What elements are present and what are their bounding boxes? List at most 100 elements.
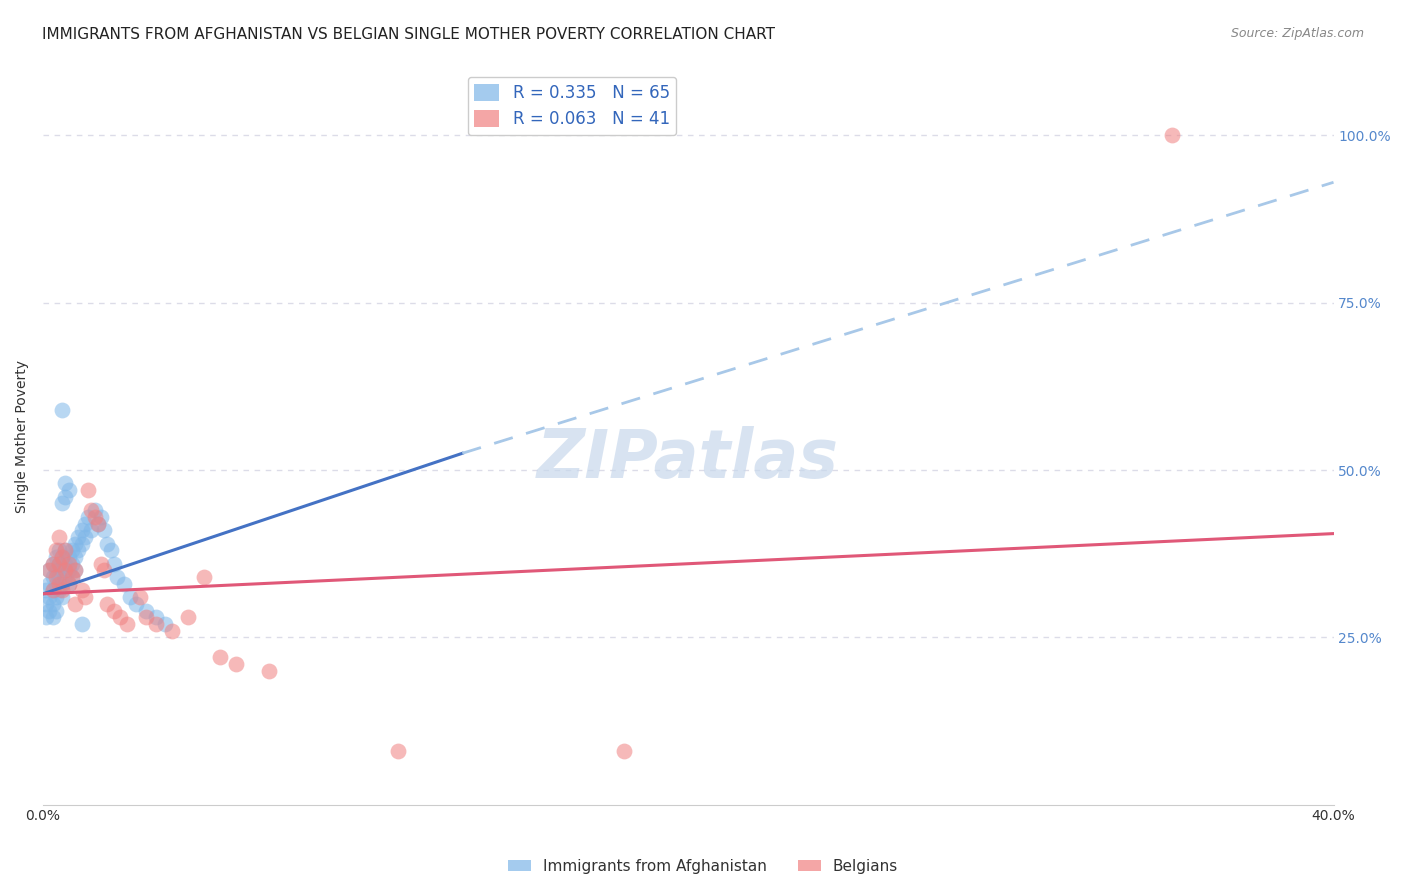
Point — [41, 610, 63, 624]
Point — [209, 650, 232, 665]
Point — [73, 590, 96, 604]
Point — [51, 549, 73, 564]
Point — [35, 583, 58, 598]
Point — [48, 530, 70, 544]
Point — [60, 543, 83, 558]
Point — [613, 744, 636, 758]
Point — [38, 603, 60, 617]
Point — [55, 490, 77, 504]
Point — [70, 536, 93, 550]
Point — [63, 597, 86, 611]
Point — [48, 583, 70, 598]
Point — [48, 543, 70, 558]
Point — [387, 744, 409, 758]
Point — [38, 563, 60, 577]
Point — [51, 563, 73, 577]
Point — [160, 624, 183, 638]
Point — [41, 557, 63, 571]
Point — [103, 557, 125, 571]
Point — [96, 536, 118, 550]
Text: IMMIGRANTS FROM AFGHANISTAN VS BELGIAN SINGLE MOTHER POVERTY CORRELATION CHART: IMMIGRANTS FROM AFGHANISTAN VS BELGIAN S… — [42, 27, 775, 42]
Point — [105, 570, 128, 584]
Point — [67, 530, 90, 544]
Legend: Immigrants from Afghanistan, Belgians: Immigrants from Afghanistan, Belgians — [502, 853, 904, 880]
Point — [1161, 128, 1184, 143]
Point — [48, 576, 70, 591]
Point — [70, 583, 93, 598]
Point — [110, 610, 132, 624]
Point — [48, 570, 70, 584]
Point — [60, 570, 83, 584]
Point — [45, 590, 67, 604]
Point — [135, 610, 157, 624]
Point — [128, 590, 150, 604]
Point — [41, 583, 63, 598]
Point — [70, 523, 93, 537]
Point — [55, 476, 77, 491]
Point — [51, 576, 73, 591]
Point — [100, 543, 122, 558]
Point — [115, 616, 138, 631]
Point — [145, 616, 167, 631]
Point — [38, 590, 60, 604]
Point — [112, 576, 135, 591]
Point — [135, 603, 157, 617]
Point — [38, 563, 60, 577]
Point — [55, 543, 77, 558]
Point — [51, 496, 73, 510]
Point — [55, 570, 77, 584]
Point — [155, 616, 177, 631]
Point — [80, 503, 103, 517]
Point — [87, 516, 110, 531]
Point — [103, 603, 125, 617]
Point — [90, 509, 112, 524]
Point — [58, 563, 80, 577]
Point — [35, 610, 58, 624]
Point — [45, 576, 67, 591]
Point — [51, 590, 73, 604]
Text: Source: ZipAtlas.com: Source: ZipAtlas.com — [1230, 27, 1364, 40]
Point — [55, 557, 77, 571]
Point — [58, 557, 80, 571]
Point — [58, 576, 80, 591]
Point — [63, 536, 86, 550]
Point — [45, 570, 67, 584]
Point — [51, 549, 73, 564]
Text: ZIPatlas: ZIPatlas — [537, 425, 839, 491]
Point — [90, 557, 112, 571]
Point — [55, 563, 77, 577]
Point — [45, 563, 67, 577]
Point — [67, 543, 90, 558]
Point — [58, 549, 80, 564]
Point — [70, 616, 93, 631]
Point — [73, 530, 96, 544]
Point — [118, 590, 141, 604]
Point — [225, 657, 247, 671]
Point — [51, 583, 73, 598]
Point — [41, 557, 63, 571]
Point — [41, 570, 63, 584]
Point — [177, 610, 200, 624]
Y-axis label: Single Mother Poverty: Single Mother Poverty — [15, 360, 30, 513]
Point — [45, 543, 67, 558]
Point — [38, 576, 60, 591]
Point — [145, 610, 167, 624]
Point — [125, 597, 148, 611]
Point — [63, 563, 86, 577]
Point — [48, 557, 70, 571]
Point — [257, 664, 280, 678]
Point — [80, 523, 103, 537]
Point — [60, 570, 83, 584]
Point — [77, 483, 100, 497]
Point — [41, 583, 63, 598]
Point — [63, 549, 86, 564]
Point — [93, 563, 115, 577]
Point — [51, 402, 73, 417]
Point — [41, 597, 63, 611]
Point — [55, 543, 77, 558]
Point — [93, 523, 115, 537]
Point — [73, 516, 96, 531]
Point — [60, 557, 83, 571]
Point — [193, 570, 215, 584]
Point — [63, 563, 86, 577]
